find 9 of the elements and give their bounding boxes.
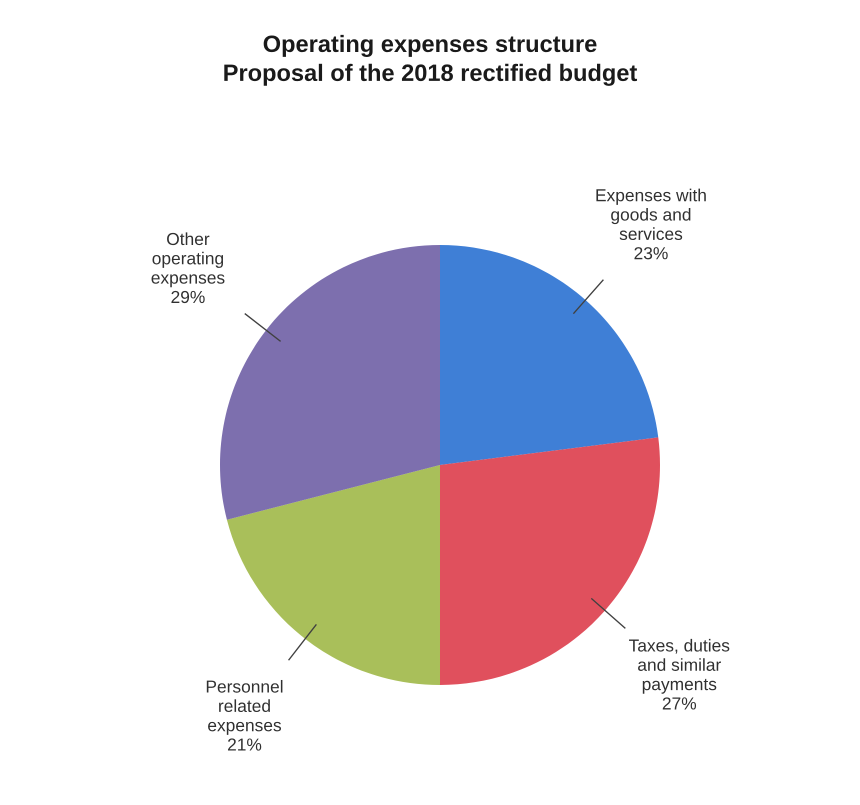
slice-label: Other operating expenses [152,232,224,288]
slice-label: Taxes, duties and similar payments [629,638,730,694]
data-label: 23% [634,247,668,260]
slice-label: Expenses with goods and services [596,188,706,240]
data-label: 21% [228,738,262,751]
data-label: 29% [171,290,205,304]
slice-label: Personnel related expenses [206,680,282,735]
chart-title: Operating expenses structure Proposal of the 2018 rectified budget [224,34,638,86]
data-label: 27% [662,697,696,710]
